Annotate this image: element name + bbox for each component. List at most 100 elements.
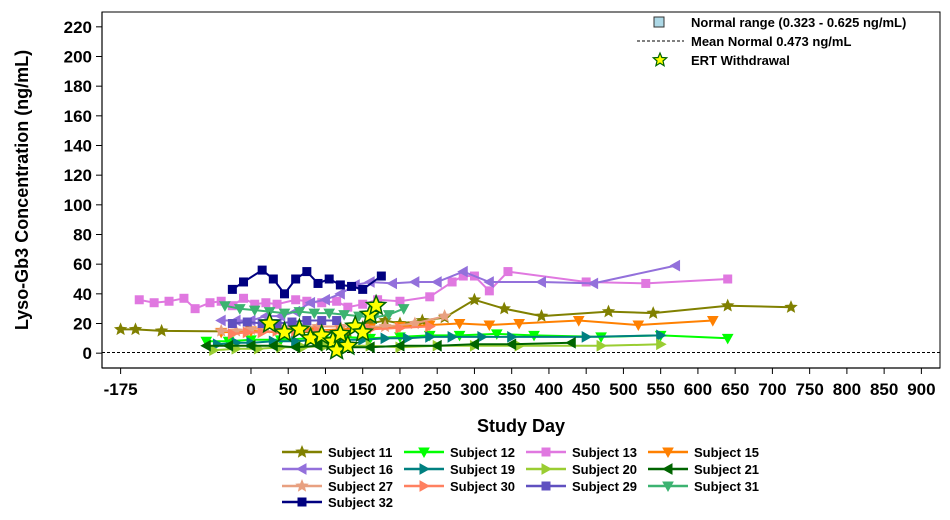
x-tick-label: 150 — [349, 380, 377, 399]
series-line-subject-19 — [217, 334, 661, 346]
data-point-subject-20 — [514, 339, 526, 352]
data-point-subject-15 — [572, 316, 585, 327]
data-point-subject-31 — [338, 310, 350, 321]
series-line-subject-30 — [232, 325, 430, 335]
data-point-subject-19 — [656, 329, 667, 342]
data-point-subject-11 — [128, 322, 143, 336]
data-point-subject-13 — [484, 286, 494, 296]
data-point-subject-11 — [720, 298, 735, 312]
data-point-subject-15 — [706, 316, 719, 327]
y-tick-label: 100 — [64, 196, 92, 215]
legend-item-subject-21: Subject 21 — [648, 462, 759, 477]
data-point-subject-11 — [601, 304, 616, 318]
ert-withdrawal-marker — [329, 321, 352, 344]
data-point-subject-32 — [302, 267, 312, 277]
data-point-subject-29 — [287, 317, 297, 327]
plot-area — [101, 11, 941, 369]
data-point-subject-21 — [222, 339, 234, 352]
normal-range-label: Normal range (0.323 - 0.625 ng/mL) — [691, 15, 906, 30]
x-axis: -175 0 50 100 150 200 250 300 350 400 450 500 550 600… — [102, 367, 940, 399]
x-tick-label: -175 — [104, 380, 138, 399]
data-point-subject-16 — [483, 276, 494, 288]
x-tick-label: 450 — [572, 380, 600, 399]
data-point-subject-29 — [227, 319, 237, 328]
legend-item-subject-20: Subject 20 — [526, 462, 637, 477]
legend-label: Subject 29 — [572, 479, 637, 494]
data-point-subject-29 — [332, 316, 342, 326]
data-point-subject-13 — [261, 298, 271, 308]
data-point-subject-32 — [376, 271, 386, 281]
data-point-subject-16 — [457, 265, 468, 278]
series-subject-30 — [227, 320, 436, 340]
data-point-subject-13 — [190, 304, 200, 314]
y-tick-label: 180 — [64, 77, 92, 96]
y-tick-label: 40 — [73, 285, 92, 304]
legend-label: Subject 32 — [328, 495, 393, 510]
legend-label: Subject 19 — [450, 462, 515, 477]
data-point-subject-16 — [215, 314, 226, 327]
ert-withdrawal-marker — [351, 320, 375, 343]
legend-item-subject-12: Subject 12 — [404, 445, 515, 460]
data-point-subject-32 — [279, 289, 289, 299]
data-point-subject-19 — [425, 331, 436, 343]
data-point-subject-15 — [453, 319, 466, 330]
legend-item-subject-15: Subject 15 — [648, 445, 759, 460]
legend-marker — [419, 463, 431, 475]
data-point-subject-13 — [332, 296, 342, 306]
legend-label: Subject 15 — [694, 445, 759, 460]
y-tick-label: 20 — [73, 315, 92, 334]
data-point-subject-31 — [323, 308, 336, 320]
y-tick-label: 80 — [73, 226, 92, 245]
x-axis-title: Study Day — [477, 416, 565, 436]
legend-label: Subject 20 — [572, 462, 637, 477]
data-point-subject-16 — [587, 277, 599, 290]
data-point-subject-21 — [505, 338, 517, 351]
data-point-subject-29 — [302, 316, 312, 326]
x-tick-label: 750 — [795, 380, 823, 399]
data-point-subject-31 — [219, 301, 231, 312]
data-point-subject-12 — [721, 333, 734, 345]
data-point-subject-20 — [596, 339, 608, 352]
x-tick-label: 0 — [246, 380, 255, 399]
x-tick-label: 250 — [423, 380, 451, 399]
data-point-subject-19 — [581, 331, 593, 343]
data-point-subject-13 — [503, 267, 513, 277]
data-point-subject-32 — [335, 280, 345, 290]
x-tick-label: 550 — [646, 380, 674, 399]
data-point-subject-12 — [453, 330, 466, 342]
legend-item-subject-32: Subject 32 — [282, 495, 393, 510]
x-tick-label: 350 — [498, 380, 526, 399]
data-point-subject-16 — [334, 287, 345, 300]
data-point-subject-20 — [656, 338, 667, 351]
x-tick-label: 850 — [870, 380, 898, 399]
data-point-subject-13 — [272, 299, 282, 309]
legend-marker — [295, 445, 309, 458]
legend-marker — [661, 463, 673, 475]
data-point-subject-16 — [408, 276, 420, 288]
data-point-subject-30 — [425, 320, 436, 333]
data-point-subject-13 — [425, 292, 435, 302]
y-tick-label: 200 — [64, 48, 92, 67]
legend-marker — [295, 479, 309, 492]
data-point-subject-27 — [408, 316, 422, 330]
legend-label: Subject 30 — [450, 479, 515, 494]
data-point-subject-30 — [257, 326, 269, 339]
legend-marker — [541, 481, 551, 491]
x-tick-label: 600 — [684, 380, 712, 399]
data-point-subject-32 — [257, 265, 267, 275]
data-point-subject-32 — [358, 284, 368, 294]
data-point-subject-31 — [278, 308, 291, 320]
x-tick-label: 700 — [758, 380, 786, 399]
y-tick-label: 220 — [64, 18, 92, 37]
data-point-subject-21 — [565, 336, 576, 349]
data-point-subject-15 — [483, 320, 496, 332]
data-point-subject-11 — [497, 301, 511, 315]
data-point-subject-13 — [134, 295, 144, 305]
legend-item-subject-19: Subject 19 — [404, 462, 515, 477]
legend-item-subject-16: Subject 16 — [282, 462, 393, 477]
y-tick-label: 0 — [83, 344, 92, 363]
data-point-subject-19 — [380, 332, 392, 345]
data-point-subject-12 — [490, 329, 503, 340]
ert-withdrawal-label: ERT Withdrawal — [691, 53, 790, 68]
